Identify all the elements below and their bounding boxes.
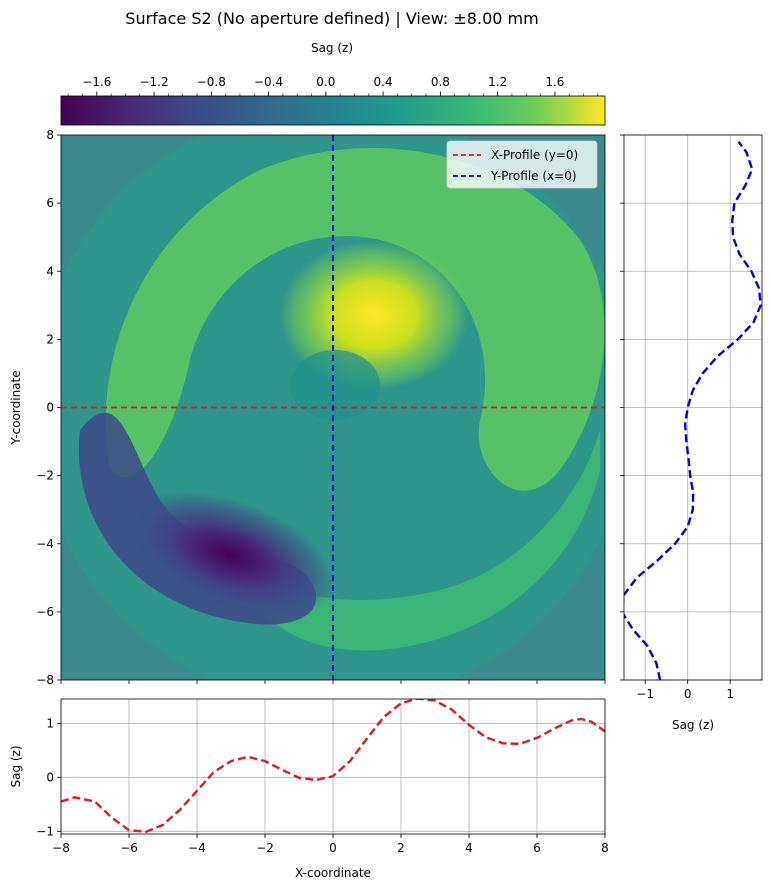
- y-profile-xtick-label: 1: [726, 687, 734, 701]
- sag-map-ytick-label: 2: [46, 332, 54, 346]
- legend: X-Profile (y=0) Y-Profile (x=0): [446, 140, 598, 189]
- colorbar-tick-label: −1.6: [82, 75, 111, 89]
- legend-entry-y-profile: Y-Profile (x=0): [490, 169, 577, 183]
- x-profile-ytick-label: 0: [46, 770, 54, 784]
- trough-region: [124, 491, 336, 619]
- colorbar-label: Sag (z): [311, 41, 353, 55]
- x-profile-xlabel: X-coordinate: [295, 866, 371, 880]
- x-profile-xtick-label: −2: [256, 841, 274, 855]
- colorbar-tick-label: 0.4: [374, 75, 393, 89]
- x-profile-xtick-label: 0: [329, 841, 337, 855]
- sag-map-ytick-label: −2: [36, 469, 54, 483]
- x-profile-xtick-label: −6: [120, 841, 138, 855]
- x-profile-ticks: −8 −6 −4 −2 0 2 4 6 8 −1 0 1: [36, 716, 609, 855]
- y-profile-series: [624, 141, 762, 680]
- sag-map-ytick-label: −4: [36, 537, 54, 551]
- x-profile-plot: −8 −6 −4 −2 0 2 4 6 8 −1 0 1 X-coordinate Sag (z): [9, 698, 609, 880]
- y-profile-grid: [624, 134, 762, 681]
- sag-map-surface: [61, 135, 605, 680]
- sag-map-ytick-label: 0: [46, 401, 54, 415]
- colorbar-tick-label: −0.4: [254, 75, 283, 89]
- x-profile-grid: [60, 699, 606, 834]
- x-profile-ytick-label: −1: [36, 824, 54, 838]
- x-profile-ytick-label: 1: [46, 716, 54, 730]
- sag-map-ytick-label: −6: [36, 605, 54, 619]
- legend-entry-x-profile: X-Profile (y=0): [491, 148, 578, 162]
- colorbar-tick-label: 1.2: [488, 75, 507, 89]
- sag-map-ytick-label: 8: [46, 128, 54, 142]
- colorbar-gradient: [60, 95, 606, 126]
- sag-map-ytick-label: −8: [36, 673, 54, 687]
- colorbar-tick-label: 0.0: [316, 75, 335, 89]
- y-profile-plot: −1 0 1 Sag (z): [620, 134, 763, 732]
- y-profile-xtick-label: 0: [684, 687, 692, 701]
- colorbar: Sag (z) −1.6 −1.2 −0.8 −0.4 0.0 0.4 0.8 1.2 1.6: [60, 41, 606, 126]
- sag-map-plot: −8 −6 −4 −2 0 2 4 6 8 Y-coordinate X-Profile (y=…: [9, 128, 606, 687]
- x-profile-series: [61, 699, 605, 834]
- x-profile-xtick-label: 8: [601, 841, 609, 855]
- x-profile-xtick-label: 6: [533, 841, 541, 855]
- sag-map-ytick-label: 6: [46, 196, 54, 210]
- colorbar-tick-label: −1.2: [139, 75, 168, 89]
- y-profile-ticks: −1 0 1: [620, 134, 734, 701]
- x-profile-xtick-label: 2: [397, 841, 405, 855]
- colorbar-tick-label: 1.6: [545, 75, 564, 89]
- colorbar-ticks: −1.6 −1.2 −0.8 −0.4 0.0 0.4 0.8 1.2 1.6: [67, 75, 599, 96]
- y-profile-xtick-label: −1: [636, 687, 654, 701]
- x-profile-xtick-label: 4: [465, 841, 473, 855]
- x-profile-xtick-label: −4: [188, 841, 206, 855]
- x-profile-xtick-label: −8: [52, 841, 70, 855]
- colorbar-tick-label: −0.8: [197, 75, 226, 89]
- y-profile-xlabel: Sag (z): [672, 718, 714, 732]
- sag-map-ylabel: Y-coordinate: [9, 370, 23, 445]
- figure-title: Surface S2 (No aperture defined) | View:…: [125, 9, 538, 28]
- sag-map-ytick-label: 4: [46, 264, 54, 278]
- colorbar-tick-label: 0.8: [431, 75, 450, 89]
- x-profile-ylabel: Sag (z): [9, 745, 23, 787]
- sag-map-ticks: −8 −6 −4 −2 0 2 4 6 8: [36, 128, 606, 687]
